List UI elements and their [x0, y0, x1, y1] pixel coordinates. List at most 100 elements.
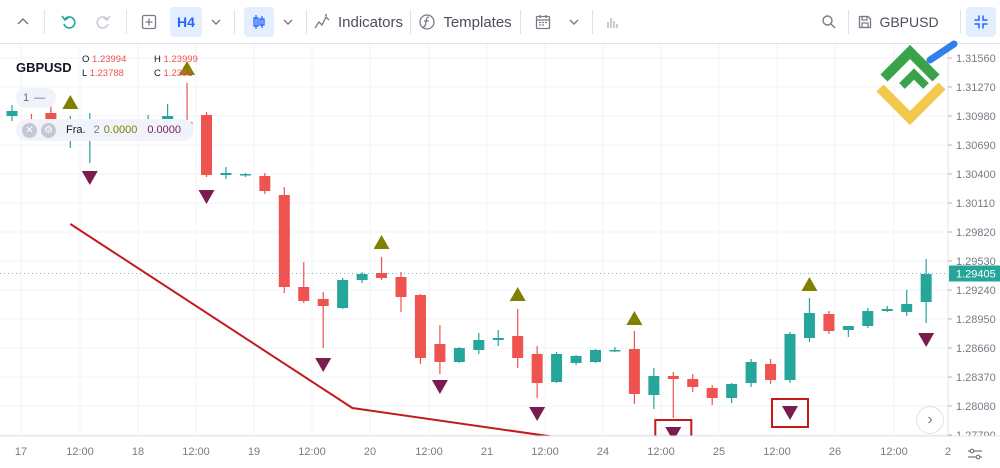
chart-type-chevron-down-icon[interactable] [276, 7, 300, 37]
time-tick-label: 12:00 [182, 446, 210, 458]
fractal-down-marker [529, 407, 546, 421]
indicator-down-value: 0.0000 [147, 124, 181, 136]
indicators-icon [314, 14, 330, 29]
time-tick-label: 12:00 [298, 446, 326, 458]
candle-body [531, 354, 543, 383]
timeframe-button[interactable]: H4 [170, 7, 202, 37]
legend-low-key: L [82, 68, 87, 79]
current-price-label: 1.29405 [956, 269, 996, 281]
fractal-down-marker [81, 171, 98, 185]
legend-close: C 1.2381 [154, 68, 193, 79]
minus-icon[interactable]: — [34, 92, 46, 104]
indicators-button[interactable]: Indicators [312, 7, 404, 37]
candle-down [414, 294, 426, 364]
candle-up [881, 306, 893, 312]
save-disk-icon [859, 15, 872, 29]
calendar-icon[interactable] [528, 7, 558, 37]
top-toolbar: H4 Indicators Templates GBPUSD [0, 0, 1000, 44]
price-axis-bg [948, 44, 1000, 436]
candle-down [667, 372, 679, 418]
price-tick-label: 1.30690 [956, 140, 996, 152]
toolbar-divider [126, 10, 127, 34]
candle-up [901, 290, 913, 316]
fractals-indicator-pill[interactable]: ✕ ⚙ Fra. 2 0.0000 0.0000 [16, 119, 194, 141]
candle-up [784, 332, 796, 383]
fractal-down-marker [665, 427, 682, 441]
candle-body [220, 173, 232, 175]
symbol-label: GBPUSD [879, 14, 939, 30]
price-tick-label: 1.28370 [956, 372, 996, 384]
candle-down [259, 173, 271, 194]
legend-symbol[interactable]: GBPUSD [16, 60, 72, 75]
chart-settings-icon[interactable] [960, 444, 990, 464]
time-tick-label: 21 [481, 446, 493, 458]
candle-up [453, 347, 465, 363]
gear-icon[interactable]: ⚙ [41, 122, 56, 138]
timeframe-chevron-down-icon[interactable] [204, 7, 228, 37]
undo-icon[interactable] [54, 7, 84, 37]
chart-area[interactable]: 1.31560 1.31270 1.30980 1.30690 1.30400 1.301… [0, 44, 1000, 468]
candle-down [317, 292, 329, 348]
candle-body [628, 349, 640, 394]
candle-down [376, 257, 388, 280]
candle-up [570, 355, 582, 365]
candle-up [492, 330, 504, 346]
legend-close-key: C [154, 68, 161, 79]
candle-down [765, 359, 777, 384]
search-icon[interactable] [814, 7, 844, 37]
candlestick-type-icon[interactable] [244, 7, 274, 37]
time-tick-label: 2 [945, 446, 951, 458]
legend-close-value: 1.2381 [163, 68, 193, 79]
scroll-to-realtime-button[interactable]: › [916, 406, 944, 434]
candle-body [823, 314, 835, 331]
indicator-up-value: 0.0000 [103, 124, 138, 136]
candle-down [628, 331, 640, 404]
time-tick-label: 12:00 [531, 446, 559, 458]
calendar-chevron-down-icon[interactable] [562, 7, 586, 37]
indicator-param: 2 [93, 124, 100, 136]
toolbar-divider [520, 10, 521, 34]
toolbar-divider [848, 10, 849, 34]
time-tick-label: 20 [364, 446, 376, 458]
templates-icon [419, 14, 435, 30]
templates-button[interactable]: Templates [418, 7, 512, 37]
fullscreen-collapse-icon[interactable] [966, 7, 996, 37]
fractal-up-marker [62, 95, 79, 109]
candle-body [687, 379, 699, 387]
candle-down [531, 346, 543, 398]
add-symbol-icon[interactable] [134, 7, 164, 37]
candle-body [667, 376, 679, 379]
brand-logo [872, 40, 962, 130]
highlight-box [771, 398, 809, 428]
fractal-up-marker [509, 287, 526, 301]
candle-body [706, 388, 718, 398]
volume-bars-icon[interactable] [598, 7, 628, 37]
candle-body [414, 295, 426, 358]
redo-icon[interactable] [88, 7, 118, 37]
candle-up [609, 347, 621, 352]
legend-high-value: 1.23999 [163, 54, 198, 65]
current-price-badge: 1.29405 [949, 265, 1000, 282]
candle-up [220, 167, 232, 179]
interval-pill[interactable]: 1 — [16, 88, 56, 108]
candle-up [648, 368, 660, 409]
time-tick-label: 12:00 [763, 446, 791, 458]
price-tick-label: 1.29820 [956, 227, 996, 239]
candle-body [201, 115, 212, 175]
time-tick-label: 12:00 [415, 446, 443, 458]
time-tick-label: 25 [713, 446, 725, 458]
close-icon[interactable]: ✕ [22, 122, 37, 138]
collapse-chevron-icon[interactable] [8, 7, 38, 37]
legend-open: O 1.23994 [82, 54, 126, 65]
candle-body [920, 274, 932, 302]
indicator-name: Fra. [66, 124, 86, 136]
legend-high: H 1.23999 [154, 54, 198, 65]
candle-body [259, 176, 271, 191]
symbol-button[interactable]: GBPUSD [854, 7, 942, 37]
candlestick-chart[interactable]: 1.31560 1.31270 1.30980 1.30690 1.30400 1.301… [0, 44, 1000, 468]
candle-down [434, 325, 446, 374]
candle-up [745, 359, 757, 387]
candle-up [337, 278, 349, 309]
legend-low: L 1.23788 [82, 68, 124, 79]
price-tick-label: 1.28080 [956, 401, 996, 413]
